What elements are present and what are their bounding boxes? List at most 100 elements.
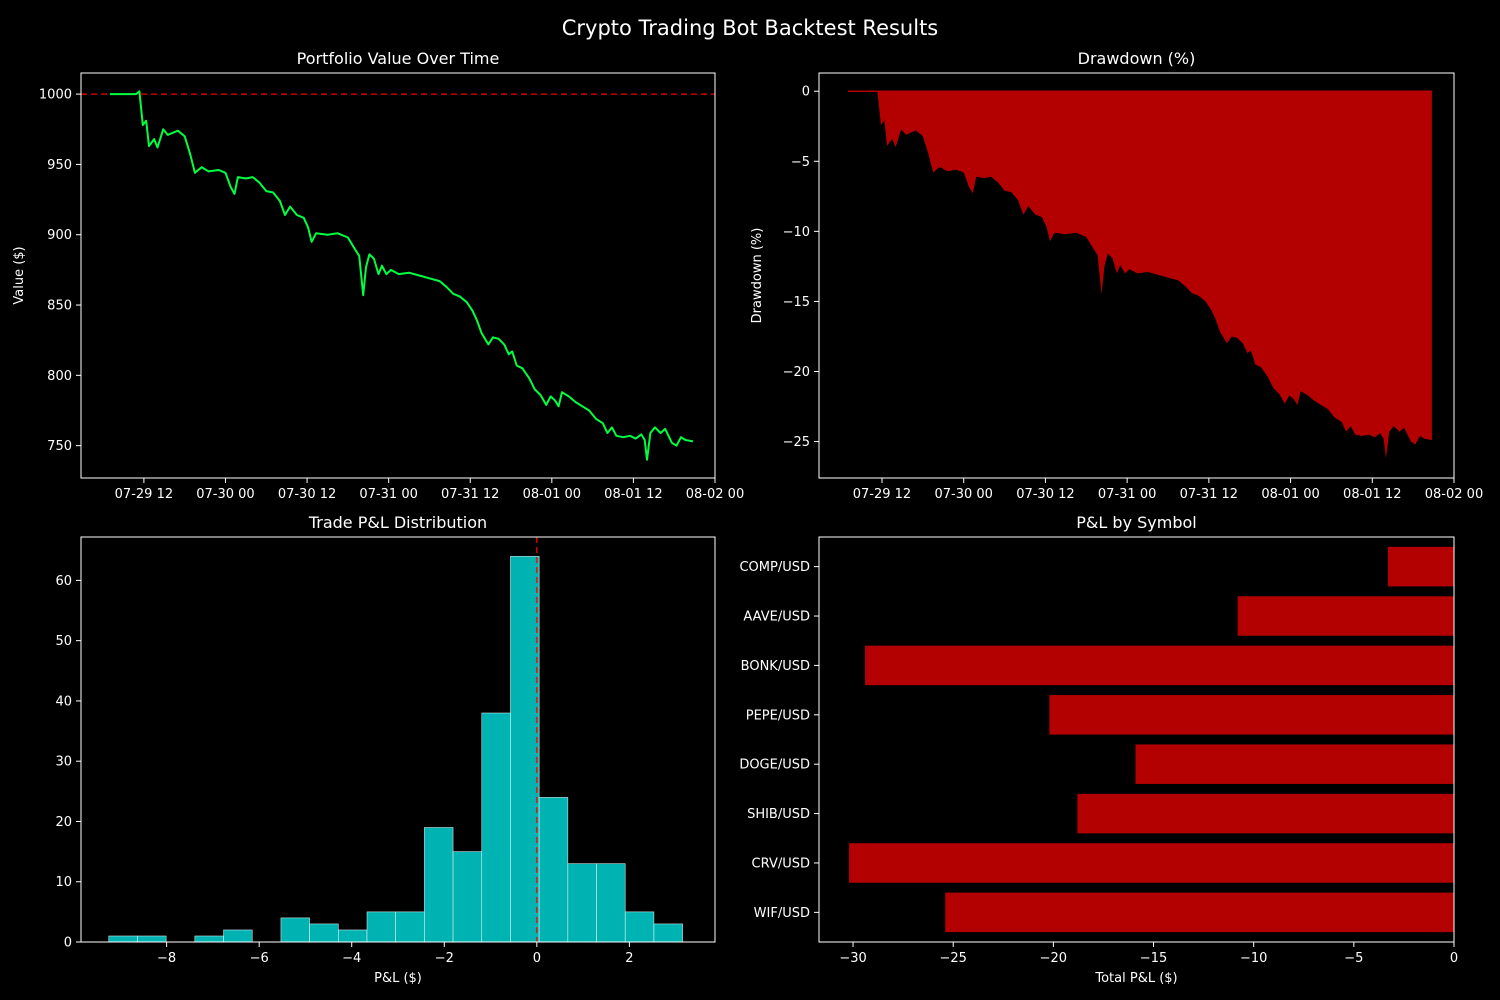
x-tick-label: −2 [435, 951, 454, 966]
axes-frame [818, 72, 1455, 479]
drawdown-panel: Drawdown (%) Drawdown (%) 07-29 12 07-30 00… [750, 49, 1483, 502]
symbol-pnl-bar [865, 645, 1454, 686]
y-tick-label: 20 [55, 815, 72, 830]
x-tick-label: −6 [250, 951, 269, 966]
y-tick-label: −10 [783, 225, 810, 240]
x-tick-label: −25 [939, 951, 966, 966]
axes-frame [80, 72, 716, 479]
y-tick-label: 900 [47, 228, 72, 243]
x-tick-label: 08-02 00 [686, 487, 744, 502]
y-tick-label: 0 [802, 85, 810, 100]
portfolio-value-line [109, 90, 694, 461]
histogram-bar [338, 929, 368, 943]
symbol-label: DOGE/USD [739, 758, 810, 773]
histogram-bar [424, 827, 454, 943]
symbol-label: AAVE/USD [743, 610, 810, 625]
histogram-bar [137, 935, 167, 943]
panel-title: Trade P&L Distribution [308, 513, 487, 532]
symbol-pnl-bar [849, 843, 1454, 883]
x-tick-label: 07-31 12 [1180, 487, 1238, 502]
x-tick-label: 0 [533, 951, 541, 966]
histogram-bar [194, 935, 224, 943]
x-tick-label: 07-30 00 [196, 487, 254, 502]
histogram-bar [596, 863, 626, 943]
histogram-bar [624, 911, 655, 943]
x-tick-label: −10 [1240, 951, 1267, 966]
x-tick-label: −15 [1140, 951, 1167, 966]
x-tick-label: −5 [1344, 951, 1363, 966]
symbol-pnl-bar [1135, 744, 1454, 784]
y-tick-label: 0 [64, 936, 72, 951]
panel-title: Portfolio Value Over Time [297, 49, 500, 68]
symbol-label: PEPE/USD [746, 708, 810, 723]
y-tick-label: 10 [55, 875, 72, 890]
x-tick-label: 08-02 00 [1425, 487, 1483, 502]
symbol-pnl-bar [1077, 793, 1454, 834]
y-tick-label: −20 [783, 365, 810, 380]
x-tick-label: 07-31 00 [359, 487, 417, 502]
y-tick-label: 800 [47, 369, 72, 384]
symbol-label: COMP/USD [739, 560, 810, 575]
histogram-bar [452, 851, 483, 943]
x-axis-label: P&L ($) [374, 971, 422, 986]
histogram-bar [366, 911, 396, 943]
histogram-bar [280, 917, 310, 943]
x-tick-label: 08-01 00 [1261, 487, 1319, 502]
figure-title: Crypto Trading Bot Backtest Results [562, 16, 939, 40]
x-tick-label: 07-31 00 [1098, 487, 1156, 502]
y-tick-label: 950 [47, 158, 72, 173]
x-tick-label: 07-29 12 [115, 487, 173, 502]
x-tick-label: 07-30 12 [278, 487, 336, 502]
x-tick-label: 07-30 12 [1016, 487, 1074, 502]
symbol-label: BONK/USD [741, 659, 810, 674]
y-tick-label: 850 [47, 299, 72, 314]
x-tick-label: −30 [839, 951, 866, 966]
symbol-label: SHIB/USD [747, 807, 810, 822]
x-tick-label: −4 [342, 951, 361, 966]
y-tick-label: 40 [55, 694, 72, 709]
histogram-bar [108, 935, 138, 943]
axes-frame [818, 536, 1455, 943]
y-tick-label: −5 [791, 155, 810, 170]
y-tick-label: −15 [783, 295, 810, 310]
histogram-bar [510, 555, 540, 943]
histogram-bar [395, 911, 425, 943]
pnl-by-symbol-panel: P&L by Symbol Total P&L ($) WIF/USD CRV/USD… [739, 513, 1458, 986]
x-tick-label: 07-30 00 [934, 487, 992, 502]
symbol-pnl-bar [1049, 695, 1454, 735]
y-axis-label: Drawdown (%) [750, 228, 765, 324]
y-axis-label: Value ($) [12, 246, 27, 304]
axes-frame [80, 536, 716, 943]
histogram-bar [309, 923, 339, 943]
x-tick-label: 2 [625, 951, 633, 966]
y-tick-label: 30 [55, 755, 72, 770]
drawdown-area [847, 91, 1432, 459]
histogram-bar [538, 797, 569, 943]
y-tick-label: 750 [47, 439, 72, 454]
x-tick-label: 07-31 12 [441, 487, 499, 502]
x-axis-label: Total P&L ($) [1094, 971, 1177, 986]
histogram-bar [223, 929, 253, 943]
symbol-pnl-bar [1387, 546, 1454, 587]
x-tick-label: 07-29 12 [853, 487, 911, 502]
y-tick-label: 60 [55, 574, 72, 589]
symbol-label: CRV/USD [752, 856, 810, 871]
histogram-bar [567, 863, 597, 943]
symbol-pnl-bar [1237, 596, 1454, 636]
x-tick-label: 0 [1450, 951, 1458, 966]
panel-title: Drawdown (%) [1078, 49, 1196, 68]
symbol-label: WIF/USD [754, 906, 810, 921]
panel-title: P&L by Symbol [1076, 513, 1196, 532]
portfolio-value-panel: Portfolio Value Over Time Value ($) 07-29 … [12, 49, 744, 502]
x-tick-label: 08-01 12 [604, 487, 662, 502]
x-tick-label: −20 [1040, 951, 1067, 966]
y-tick-label: 1000 [39, 88, 72, 103]
symbol-pnl-bar [945, 892, 1454, 933]
histogram-bar [481, 712, 511, 943]
x-tick-label: −8 [157, 951, 176, 966]
y-tick-label: 50 [55, 634, 72, 649]
histogram-bar [653, 923, 683, 943]
x-tick-label: 08-01 00 [523, 487, 581, 502]
